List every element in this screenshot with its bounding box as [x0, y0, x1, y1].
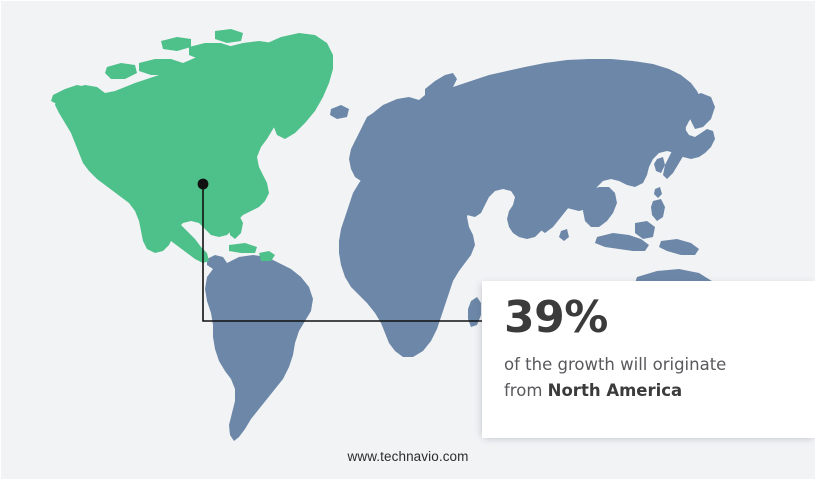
region-iberia	[371, 137, 393, 155]
stat-description-line-2: from North America	[504, 378, 795, 405]
region-new-guinea	[659, 239, 699, 255]
region-southeast-asia	[583, 187, 617, 227]
region-arctic-islands-3	[105, 63, 137, 79]
stat-callout-content: 39% of the growth will originate from No…	[482, 281, 815, 405]
region-india	[533, 175, 577, 233]
stat-region-name: North America	[547, 381, 683, 401]
region-arctic-islands-5	[215, 29, 243, 43]
footer-url[interactable]: www.technavio.com	[347, 449, 469, 464]
region-eurasia	[349, 59, 715, 239]
region-greenland	[257, 33, 333, 139]
stat-description-line-1: of the growth will originate	[504, 354, 727, 374]
region-arctic-islands-1	[139, 59, 183, 75]
region-mexico	[150, 215, 209, 263]
region-sri-lanka	[559, 229, 569, 241]
region-scandinavia	[425, 73, 457, 105]
region-iceland	[330, 105, 349, 119]
region-alaska	[51, 85, 89, 105]
stat-callout-card: 39% of the growth will originate from No…	[482, 281, 815, 438]
region-arctic-islands-2	[189, 43, 233, 59]
region-korea	[654, 157, 665, 173]
stat-value: 39%	[504, 292, 608, 343]
region-arctic-islands-4	[161, 37, 191, 51]
region-indonesia	[595, 233, 649, 251]
region-taiwan	[654, 187, 662, 198]
region-borneo	[635, 221, 655, 239]
region-british-isles	[375, 105, 393, 121]
region-sakhalin	[676, 121, 686, 143]
region-japan	[663, 141, 687, 179]
stat-description-prefix: from	[504, 381, 548, 401]
region-kamchatka	[689, 93, 715, 129]
footer: www.technavio.com	[1, 448, 815, 466]
region-philippines	[651, 199, 665, 221]
